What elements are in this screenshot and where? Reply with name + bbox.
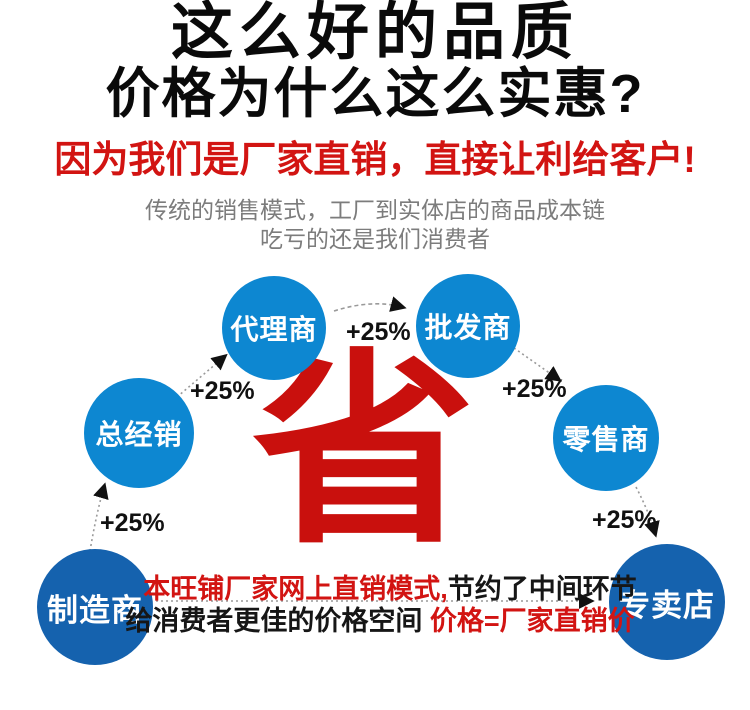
node-general-distributor: 总经销: [84, 378, 194, 488]
arrow-manufacturer-to-distributor: [89, 482, 109, 552]
subtitle-line2: 吃亏的还是我们消费者: [260, 226, 490, 252]
save-character: 省: [252, 336, 476, 567]
footer-line2-red: 价格=厂家直销价: [429, 606, 635, 636]
footer-line2-black: 给消费者更佳的价格空间: [125, 606, 430, 636]
headline-line1: 这么好的品质: [170, 0, 579, 67]
arrow-distributor-to-agent: [176, 353, 228, 398]
node-retailer-label: 零售商: [562, 424, 650, 455]
node-wholesaler-label: 批发商: [424, 312, 512, 343]
node-general-distributor-label: 总经销: [95, 419, 183, 450]
footer-line2: 给消费者更佳的价格空间 价格=厂家直销价: [100, 606, 660, 637]
node-manufacturer-label: 制造商: [47, 592, 143, 628]
node-agent-label: 代理商: [230, 314, 318, 345]
node-specialty-store-label: 专卖店: [619, 587, 715, 623]
node-wholesaler: 批发商: [416, 274, 520, 378]
node-specialty-store: 专卖店: [609, 544, 725, 660]
node-manufacturer: 制造商: [37, 549, 153, 665]
footer-line1-red: 本旺铺厂家网上直销模式,: [143, 574, 448, 604]
markup-label-2: +25%: [190, 377, 255, 405]
footer-line1: 本旺铺厂家网上直销模式,节约了中间环节: [115, 574, 665, 605]
headline-line2: 价格为什么这么实惠?: [105, 64, 645, 124]
node-retailer: 零售商: [553, 385, 659, 491]
markup-label-1: +25%: [100, 509, 165, 537]
subtitle-line1: 传统的销售模式，工厂到实体店的商品成本链: [145, 197, 605, 223]
arrow-wholesaler-to-retailer: [513, 347, 562, 382]
node-agent: 代理商: [222, 276, 326, 380]
arrow-agent-to-wholesaler: [333, 296, 407, 312]
markup-label-5: +25%: [592, 506, 657, 534]
markup-label-3: +25%: [346, 318, 411, 346]
red-banner-text: 因为我们是厂家直销，直接让利给客户!: [54, 139, 696, 180]
arrow-retailer-to-store: [635, 486, 660, 538]
markup-label-4: +25%: [502, 375, 567, 403]
footer-line1-black: 节约了中间环节: [447, 574, 637, 604]
